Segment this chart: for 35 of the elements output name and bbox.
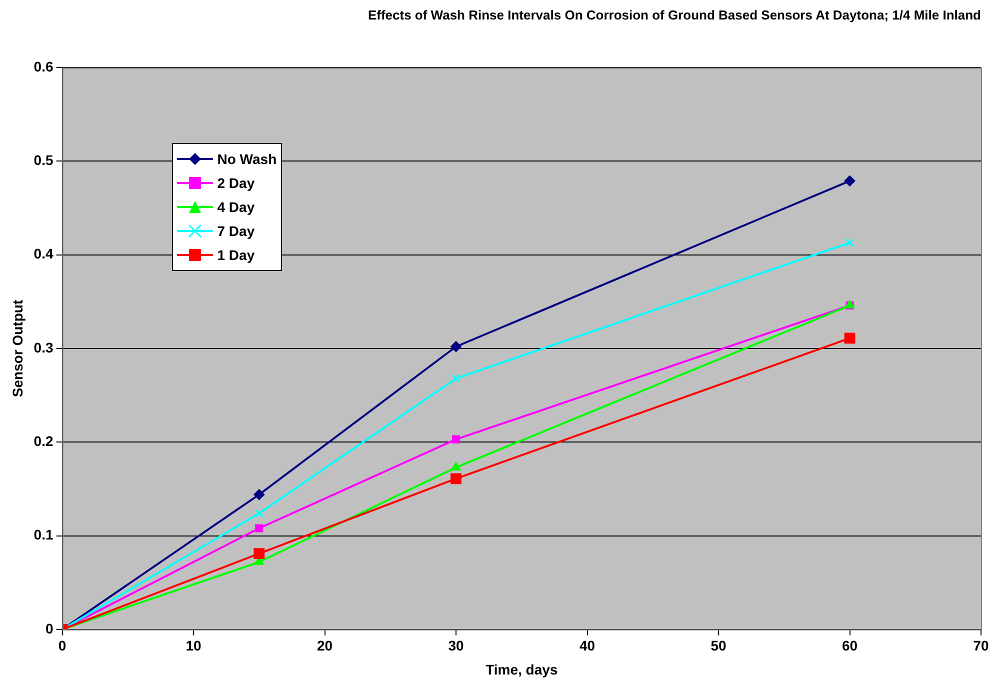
point <box>452 374 460 383</box>
legend-label: 7 Day <box>217 222 255 239</box>
point <box>845 238 854 247</box>
y-tick-label: 0.6 <box>34 58 54 74</box>
point <box>254 548 265 560</box>
point <box>844 175 856 186</box>
chart-title: Effects of Wash Rinse Intervals On Corrosion of Ground Based Sensors At Daytona; 1/4 Mile Inland <box>368 7 982 22</box>
legend-label: 1 Day <box>217 246 255 263</box>
y-tick-label: 0.1 <box>34 526 54 543</box>
y-tick-label: 0.3 <box>34 339 54 356</box>
point <box>450 341 462 352</box>
legend-label: 4 Day <box>217 198 255 215</box>
y-tick-label: 0.5 <box>34 152 54 168</box>
point <box>844 332 856 344</box>
legend-label: 2 Day <box>217 174 255 191</box>
y-tick-label: 0.2 <box>34 432 54 449</box>
x-tick-label: 30 <box>448 638 464 654</box>
x-tick-label: 10 <box>186 638 202 654</box>
point <box>254 509 264 518</box>
legend-label: No Wash <box>217 150 277 167</box>
point <box>452 435 460 444</box>
x-tick-label: 20 <box>316 638 333 654</box>
x-tick-label: 70 <box>973 638 989 654</box>
point <box>254 489 265 500</box>
x-tick-label: 60 <box>842 638 858 654</box>
x-tick-label: 50 <box>710 638 726 654</box>
y-tick-label: 0.4 <box>34 246 54 262</box>
y-axis-title: Sensor Output <box>9 300 26 398</box>
x-axis-title: Time, days <box>486 661 558 678</box>
y-tick-label: 0 <box>45 620 54 636</box>
point <box>450 473 462 484</box>
point <box>255 524 264 532</box>
point <box>451 462 461 470</box>
x-tick-label: 0 <box>58 638 66 654</box>
x-tick-label: 40 <box>579 638 596 654</box>
